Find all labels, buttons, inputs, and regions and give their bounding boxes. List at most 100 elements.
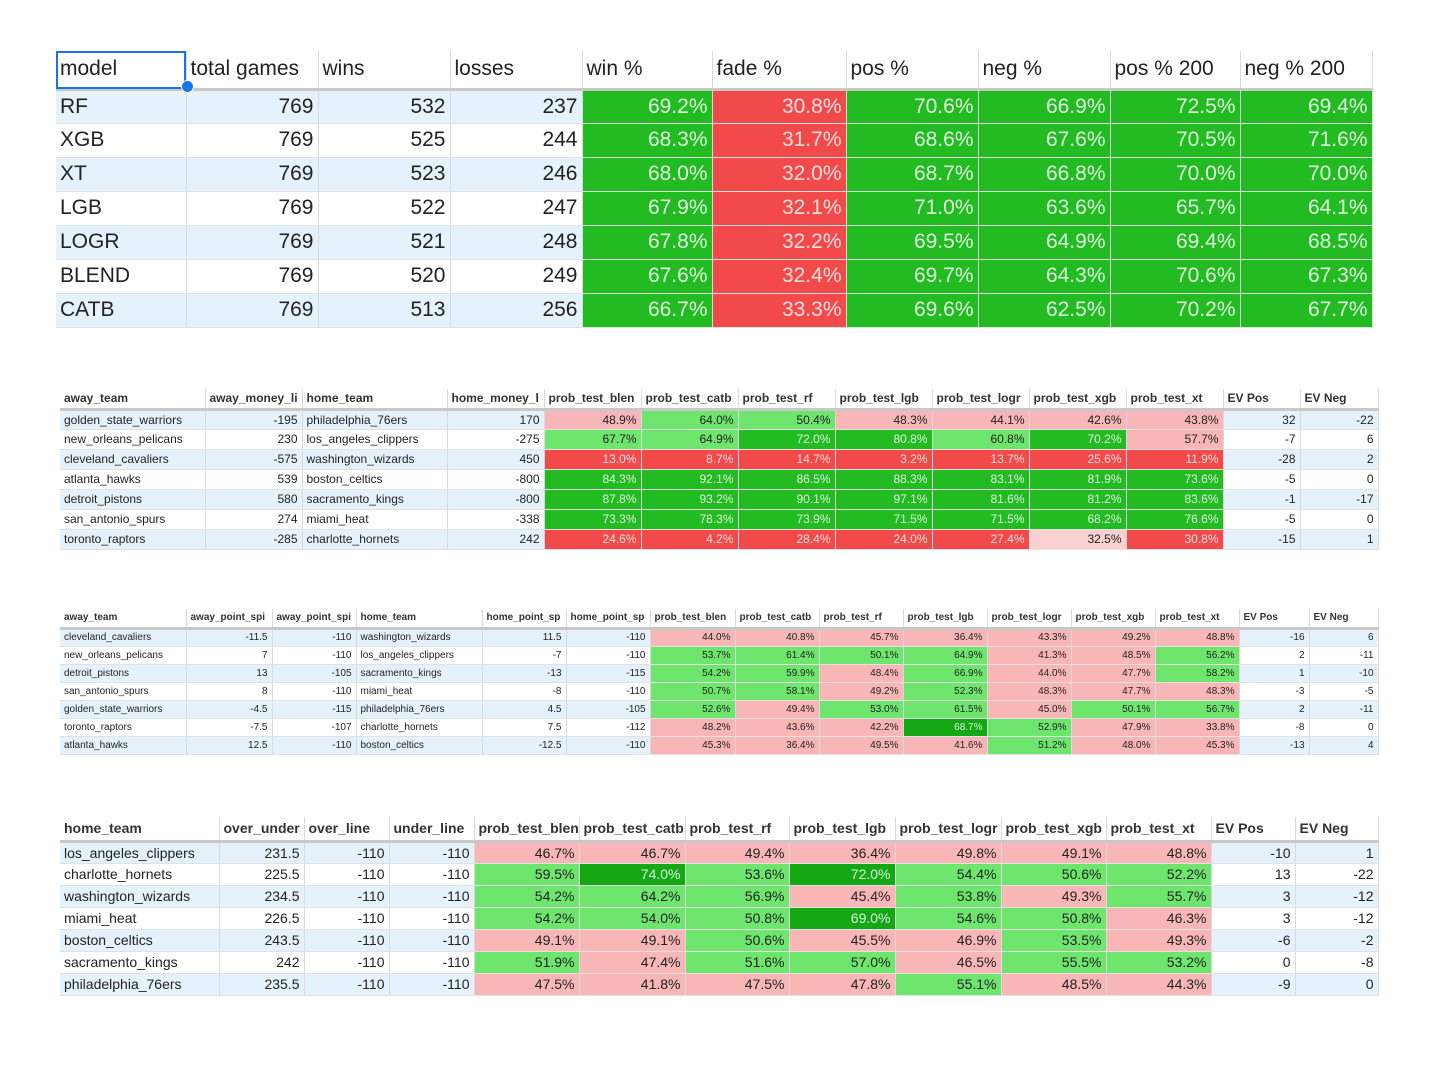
table-cell[interactable]: -105 xyxy=(272,664,357,683)
table-cell[interactable]: 60.8% xyxy=(932,429,1030,450)
table-cell[interactable]: 45.7% xyxy=(819,628,904,647)
table-cell[interactable]: 70.0% xyxy=(1110,157,1241,192)
table-cell[interactable]: 72.5% xyxy=(1110,89,1241,124)
selection-fill-handle[interactable] xyxy=(181,80,194,93)
table-cell[interactable]: 49.2% xyxy=(819,682,904,701)
table-cell[interactable]: 49.5% xyxy=(819,736,904,755)
table-cell[interactable]: -110 xyxy=(272,736,357,755)
table-cell[interactable]: -115 xyxy=(272,700,357,719)
header-cell[interactable]: EV Neg xyxy=(1309,609,1379,630)
table-cell[interactable]: 28.4% xyxy=(738,529,836,550)
table-cell[interactable]: 0 xyxy=(1300,509,1379,530)
table-cell[interactable]: -110 xyxy=(304,907,390,930)
table-cell[interactable]: boston_celtics xyxy=(60,929,220,952)
table-cell[interactable]: san_antonio_spurs xyxy=(60,682,187,701)
table-cell[interactable]: 24.6% xyxy=(544,529,642,550)
table-cell[interactable]: 6 xyxy=(1300,429,1379,450)
table-cell[interactable]: -110 xyxy=(389,863,475,886)
table-cell[interactable]: -275 xyxy=(447,429,545,450)
table-cell[interactable]: 27.4% xyxy=(932,529,1030,550)
table-cell[interactable]: -195 xyxy=(205,409,303,430)
header-cell[interactable]: total games xyxy=(186,51,319,91)
table-cell[interactable]: -9 xyxy=(1211,973,1296,996)
table-cell[interactable]: 12.5 xyxy=(186,736,273,755)
table-cell[interactable]: 70.5% xyxy=(1110,123,1241,158)
table-cell[interactable]: 45.3% xyxy=(650,736,736,755)
table-cell[interactable]: 48.5% xyxy=(1001,973,1107,996)
table-cell[interactable]: philadelphia_76ers xyxy=(60,973,220,996)
table-cell[interactable]: 52.2% xyxy=(1106,863,1212,886)
table-cell[interactable]: -5 xyxy=(1309,682,1379,701)
table-cell[interactable]: 64.9% xyxy=(978,225,1111,260)
table-cell[interactable]: 42.2% xyxy=(819,718,904,737)
table-cell[interactable]: 55.1% xyxy=(895,973,1002,996)
table-cell[interactable]: 48.3% xyxy=(987,682,1072,701)
table-cell[interactable]: 64.9% xyxy=(903,646,988,665)
table-cell[interactable]: 73.3% xyxy=(544,509,642,530)
table-cell[interactable]: -110 xyxy=(566,736,651,755)
table-cell[interactable]: 49.1% xyxy=(474,929,580,952)
table-cell[interactable]: 36.4% xyxy=(735,736,820,755)
table-cell[interactable]: LOGR xyxy=(56,225,187,260)
table-cell[interactable]: philadelphia_76ers xyxy=(356,700,483,719)
header-cell[interactable]: prob_test_rf xyxy=(685,817,790,843)
table-cell[interactable]: 69.4% xyxy=(1110,225,1241,260)
header-cell[interactable]: fade % xyxy=(712,51,847,91)
table-cell[interactable]: 66.9% xyxy=(903,664,988,683)
header-cell[interactable]: prob_test_blen xyxy=(650,609,736,630)
header-cell[interactable]: neg % xyxy=(978,51,1111,91)
table-cell[interactable]: 769 xyxy=(186,157,319,192)
table-cell[interactable]: 237 xyxy=(450,89,583,124)
table-cell[interactable]: 67.7% xyxy=(1240,293,1373,328)
table-cell[interactable]: golden_state_warriors xyxy=(60,409,206,430)
table-cell[interactable]: 45.4% xyxy=(789,885,896,908)
table-cell[interactable]: 46.7% xyxy=(474,841,580,864)
table-cell[interactable]: -16 xyxy=(1239,628,1310,647)
table-cell[interactable]: 47.4% xyxy=(579,951,686,974)
table-cell[interactable]: 43.8% xyxy=(1126,409,1224,430)
table-cell[interactable]: 249 xyxy=(450,259,583,294)
table-cell[interactable]: 73.6% xyxy=(1126,469,1224,490)
table-cell[interactable]: 48.5% xyxy=(1071,646,1156,665)
table-cell[interactable]: 50.8% xyxy=(685,907,790,930)
table-cell[interactable]: 32.0% xyxy=(712,157,847,192)
table-cell[interactable]: 67.7% xyxy=(544,429,642,450)
table-cell[interactable]: 6 xyxy=(1309,628,1379,647)
table-cell[interactable]: 62.5% xyxy=(978,293,1111,328)
table-cell[interactable]: -110 xyxy=(304,951,390,974)
table-cell[interactable]: 68.3% xyxy=(582,123,713,158)
table-cell[interactable]: 0 xyxy=(1300,469,1379,490)
table-cell[interactable]: 41.6% xyxy=(903,736,988,755)
table-cell[interactable]: 243.5 xyxy=(219,929,305,952)
table-cell[interactable]: -285 xyxy=(205,529,303,550)
table-cell[interactable]: 49.8% xyxy=(895,841,1002,864)
table-cell[interactable]: -5 xyxy=(1223,469,1301,490)
table-cell[interactable]: 49.4% xyxy=(735,700,820,719)
table-cell[interactable]: -110 xyxy=(389,951,475,974)
table-cell[interactable]: 230 xyxy=(205,429,303,450)
table-cell[interactable]: los_angeles_clippers xyxy=(302,429,448,450)
table-cell[interactable]: 48.9% xyxy=(544,409,642,430)
table-cell[interactable]: los_angeles_clippers xyxy=(356,646,483,665)
table-cell[interactable]: 47.5% xyxy=(474,973,580,996)
table-cell[interactable]: 32 xyxy=(1223,409,1301,430)
table-cell[interactable]: 11.5 xyxy=(482,628,567,647)
table-cell[interactable]: CATB xyxy=(56,293,187,328)
table-cell[interactable]: 64.3% xyxy=(978,259,1111,294)
table-cell[interactable]: 57.0% xyxy=(789,951,896,974)
table-cell[interactable]: -17 xyxy=(1300,489,1379,510)
table-cell[interactable]: 48.3% xyxy=(1155,682,1240,701)
table-cell[interactable]: 13 xyxy=(186,664,273,683)
table-cell[interactable]: 769 xyxy=(186,225,319,260)
table-cell[interactable]: 53.6% xyxy=(685,863,790,886)
table-cell[interactable]: 13 xyxy=(1211,863,1296,886)
header-cell[interactable]: prob_test_lgb xyxy=(789,817,896,843)
table-cell[interactable]: 247 xyxy=(450,191,583,226)
table-cell[interactable]: washington_wizards xyxy=(60,885,220,908)
table-cell[interactable]: 48.8% xyxy=(1155,628,1240,647)
table-cell[interactable]: -15 xyxy=(1223,529,1301,550)
table-cell[interactable]: 49.4% xyxy=(685,841,790,864)
table-cell[interactable]: 61.5% xyxy=(903,700,988,719)
table-cell[interactable]: 67.9% xyxy=(582,191,713,226)
table-cell[interactable]: 33.3% xyxy=(712,293,847,328)
